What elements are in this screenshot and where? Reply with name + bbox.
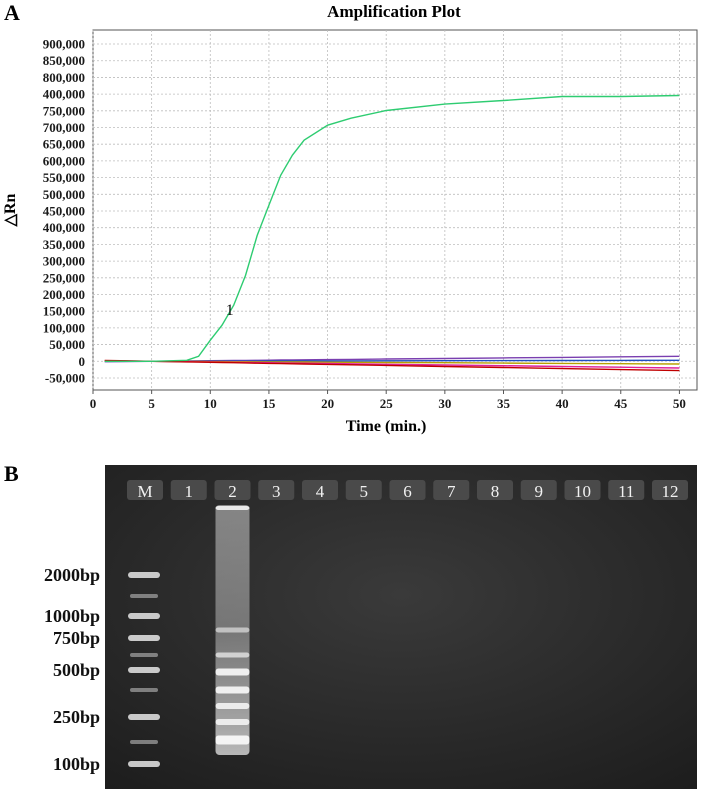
x-tick-label: 50 (673, 396, 686, 411)
x-axis-label: Time (min.) (346, 418, 427, 435)
gel: M 1 2 3 4 5 6 7 8 9 10 11 122000bp1000bp750bp500bp25… (44, 480, 688, 774)
chart-title: Amplification Plot (327, 2, 461, 21)
lane-label: M (137, 482, 152, 501)
lane-label: 4 (316, 482, 325, 501)
marker-band (128, 714, 160, 720)
y-tick-label: -50,000 (45, 370, 85, 385)
series-line (104, 94, 680, 362)
lane-label: 12 (662, 482, 679, 501)
lane-label: 1 (185, 482, 194, 501)
marker-label: 100bp (53, 754, 100, 774)
plot: -50,000050,000100,000150,000200,000250,0… (43, 30, 697, 411)
x-tick-label: 20 (321, 396, 334, 411)
lane-label: 10 (574, 482, 591, 501)
marker-band (128, 572, 160, 578)
y-tick-label: 800,000 (43, 70, 85, 85)
marker-band (128, 613, 160, 619)
lane-label: 7 (447, 482, 456, 501)
y-tick-label: 0 (79, 354, 86, 369)
marker-band (128, 635, 160, 641)
lane-label: 2 (228, 482, 237, 501)
well (520, 480, 557, 500)
marker-band (128, 761, 160, 767)
y-tick-label: 700,000 (43, 120, 85, 135)
marker-label: 500bp (53, 660, 100, 680)
y-tick-label: 350,000 (43, 237, 85, 252)
gel-image (105, 465, 697, 789)
lane-label: 3 (272, 482, 281, 501)
product-band (215, 668, 250, 676)
y-tick-label: 400,000 (43, 220, 85, 235)
x-tick-label: 40 (556, 396, 569, 411)
y-tick-label: 200,000 (43, 287, 85, 302)
product-band (215, 506, 250, 510)
x-tick-label: 5 (148, 396, 155, 411)
y-tick-label: 900,000 (43, 37, 85, 52)
lane-label: 8 (491, 482, 500, 501)
marker-label: 1000bp (44, 606, 100, 626)
well (258, 480, 295, 500)
y-axis-label: △Rn (2, 194, 19, 228)
y-tick-label: 650,000 (43, 137, 85, 152)
x-tick-label: 10 (204, 396, 217, 411)
well (433, 480, 470, 500)
annotation: 1 (226, 302, 234, 319)
y-tick-label: 850,000 (43, 53, 85, 68)
well (564, 480, 601, 500)
panel-label: A (4, 0, 20, 25)
marker-label: 250bp (53, 707, 100, 727)
marker-band (128, 667, 160, 673)
well (302, 480, 338, 500)
product-band (215, 652, 250, 658)
x-tick-label: 35 (497, 396, 511, 411)
well (389, 480, 426, 500)
marker-band (130, 594, 158, 598)
y-tick-label: 50,000 (49, 337, 85, 352)
y-tick-label: 450,000 (43, 204, 85, 219)
marker-label: 750bp (53, 628, 100, 648)
well (608, 480, 645, 500)
product-band (215, 686, 250, 694)
lane-label: 5 (360, 482, 369, 501)
well (477, 480, 513, 500)
well (170, 480, 207, 500)
x-tick-label: 25 (380, 396, 394, 411)
x-tick-label: 30 (438, 396, 451, 411)
y-tick-label: 750,000 (43, 103, 85, 118)
marker-band (130, 688, 158, 692)
y-tick-label: 100,000 (43, 320, 85, 335)
y-tick-label: 250,000 (43, 270, 85, 285)
well (652, 480, 688, 500)
y-tick-label: 400,000 (43, 87, 85, 102)
product-band (215, 703, 250, 709)
well (127, 480, 163, 500)
product-band (215, 627, 250, 633)
plot-area (92, 29, 698, 391)
y-tick-label: 550,000 (43, 170, 85, 185)
product-band (215, 735, 250, 745)
marker-band (130, 653, 158, 657)
y-tick-label: 150,000 (43, 304, 85, 319)
x-tick-label: 15 (262, 396, 276, 411)
lane-label: 9 (535, 482, 544, 501)
product-band (215, 719, 250, 725)
lane-label: 11 (618, 482, 634, 501)
y-tick-label: 600,000 (43, 153, 85, 168)
panel-label: B (4, 461, 19, 486)
marker-label: 2000bp (44, 565, 100, 585)
marker-band (130, 740, 158, 744)
series-line (104, 359, 680, 372)
x-tick-label: 45 (614, 396, 628, 411)
lane-label: 6 (403, 482, 412, 501)
y-tick-label: 300,000 (43, 254, 85, 269)
well (214, 480, 251, 500)
x-tick-label: 0 (90, 396, 97, 411)
y-tick-label: 500,000 (43, 187, 85, 202)
well (345, 480, 382, 500)
